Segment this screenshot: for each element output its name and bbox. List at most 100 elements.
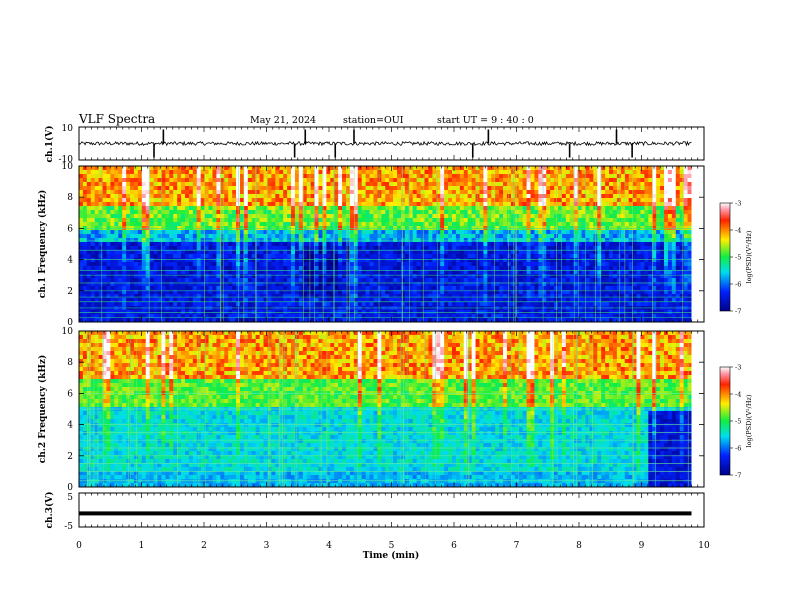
- spectrogram-cell: [424, 318, 429, 323]
- spectrogram-cell: [397, 286, 402, 291]
- spectrogram-cell: [361, 274, 367, 279]
- spectrogram-cell: [169, 266, 174, 271]
- spectrogram-cell: [192, 318, 198, 323]
- spectrogram-cell: [381, 206, 386, 211]
- spectrogram-cell: [518, 174, 524, 179]
- spectrogram-cell: [322, 278, 327, 283]
- spectrogram-cell: [275, 294, 280, 299]
- spectrogram-cell: [236, 314, 241, 319]
- spectrogram-cell: [389, 194, 394, 199]
- spectrogram-cell: [565, 182, 571, 187]
- spectrogram-cell: [181, 290, 186, 295]
- spectrogram-cell: [318, 318, 323, 323]
- spectrogram-cell: [181, 194, 186, 199]
- spectrogram-cell: [287, 182, 292, 187]
- spectrogram-cell: [149, 206, 154, 211]
- spectrogram-cell: [228, 198, 233, 203]
- spectrogram-cell: [145, 170, 151, 175]
- spectrogram-cell: [79, 310, 84, 315]
- spectrogram-cell: [373, 238, 378, 243]
- spectrogram-cell: [130, 198, 135, 203]
- spectrogram-cell: [165, 230, 170, 235]
- spectrogram-cell: [224, 314, 229, 319]
- spectrogram-cell: [259, 194, 264, 199]
- spectrogram-cell: [565, 198, 571, 203]
- spectrogram-cell: [357, 170, 363, 175]
- spectrogram-cell: [546, 166, 551, 171]
- spectrogram-cell: [294, 214, 300, 219]
- spectrogram-cell: [192, 282, 198, 287]
- spectrogram-cell: [385, 310, 390, 315]
- spectrogram-cell: [385, 266, 390, 271]
- spectrogram-cell: [106, 214, 111, 219]
- spectrogram-cell: [467, 182, 473, 187]
- spectrogram-cell: [79, 214, 84, 219]
- spectrogram-cell: [573, 198, 579, 203]
- spectrogram-cell: [169, 278, 174, 283]
- spectrogram-cell: [487, 178, 492, 183]
- spectrogram-cell: [428, 230, 433, 235]
- spectrogram-cell: [424, 274, 429, 279]
- spectrogram-cell: [546, 218, 551, 223]
- spectrogram-cell: [565, 290, 571, 295]
- spectrogram-cell: [400, 218, 406, 223]
- spectrogram-cell: [377, 314, 382, 319]
- spectrogram-cell: [110, 274, 115, 279]
- spectrogram-cell: [526, 294, 531, 299]
- spectrogram-cell: [149, 222, 154, 227]
- spectrogram-cell: [546, 222, 551, 227]
- spectrogram-cell: [102, 194, 107, 199]
- spectrogram-cell: [487, 202, 492, 207]
- spectrogram-cell: [79, 270, 84, 275]
- spectrogram-cell: [224, 190, 229, 195]
- spectrogram-cell: [291, 290, 296, 295]
- spectrogram-cell: [79, 218, 84, 223]
- spectrogram-cell: [381, 310, 386, 315]
- spectrogram-cell: [365, 290, 370, 295]
- spectrogram-cell: [94, 210, 100, 215]
- spectrogram-cell: [200, 230, 206, 235]
- spectrogram-cell: [310, 318, 315, 323]
- spectrogram-cell: [161, 278, 166, 283]
- spectrogram-cell: [228, 166, 233, 171]
- spectrogram-cell: [538, 302, 543, 307]
- spectrogram-cell: [357, 198, 363, 203]
- spectrogram-cell: [275, 186, 280, 191]
- spectrogram-cell: [224, 194, 229, 199]
- spectrogram-cell: [314, 302, 319, 307]
- spectrogram-cell: [393, 246, 398, 251]
- spectrogram-cell: [428, 302, 433, 307]
- spectrogram-cell: [349, 278, 355, 283]
- spectrogram-cell: [491, 242, 496, 247]
- spectrogram-cell: [126, 270, 131, 275]
- spectrogram-cell: [314, 290, 319, 295]
- spectrogram-cell: [255, 246, 261, 251]
- spectrogram-cell: [577, 194, 582, 199]
- spectrogram-cell: [534, 286, 539, 291]
- spectrogram-cell: [255, 258, 261, 263]
- spectrogram-cell: [82, 262, 88, 267]
- spectrogram-cell: [408, 174, 414, 179]
- spectrogram-cell: [283, 274, 288, 279]
- spectrogram-cell: [487, 166, 492, 171]
- spectrogram-cell: [236, 178, 241, 183]
- spectrogram-cell: [314, 210, 319, 215]
- spectrogram-cell: [436, 170, 441, 175]
- spectrogram-cell: [463, 282, 469, 287]
- spectrogram-cell: [239, 290, 245, 295]
- spectrogram-cell: [271, 270, 276, 275]
- spectrogram-cell: [283, 206, 288, 211]
- spectrogram-cell: [397, 310, 402, 315]
- spectrogram-cell: [546, 254, 551, 259]
- spectrogram-cell: [86, 302, 92, 307]
- spectrogram-cell: [463, 242, 469, 247]
- spectrogram-cell: [204, 230, 209, 235]
- spectrogram-cell: [510, 186, 516, 191]
- spectrogram-cell: [133, 270, 139, 275]
- spectrogram-cell: [141, 242, 147, 247]
- spectrogram-cell: [149, 174, 154, 179]
- spectrogram-cell: [357, 246, 363, 251]
- spectrogram-cell: [569, 298, 575, 303]
- spectrogram-cell: [133, 282, 139, 287]
- spectrogram-cell: [251, 250, 257, 255]
